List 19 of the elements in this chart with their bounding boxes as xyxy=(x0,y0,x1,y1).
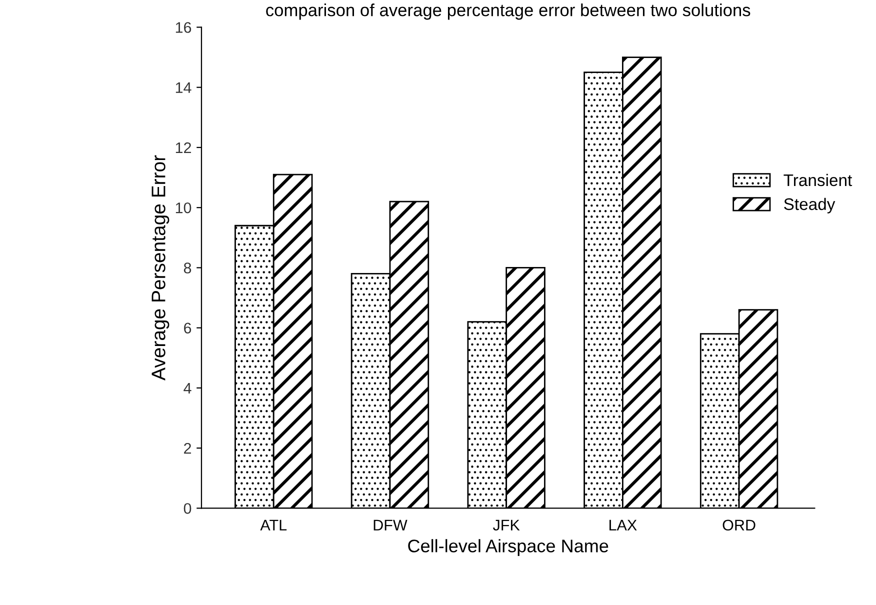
x-axis-title: Cell-level Airspace Name xyxy=(408,539,608,556)
x-tick-label: JFK xyxy=(492,520,520,531)
x-tick-label: ATL xyxy=(260,520,287,530)
legend-label: Transient xyxy=(784,174,852,186)
y-tick-label: 0 xyxy=(184,503,192,514)
y-tick-label: 14 xyxy=(176,82,192,93)
chart-title: comparison of average percentage error between two solutions xyxy=(266,4,750,20)
y-tick-label: 8 xyxy=(184,262,192,274)
y-axis-title: Average Persentage Error xyxy=(152,155,170,380)
legend-label: Steady xyxy=(784,198,836,214)
y-tick-label: 12 xyxy=(176,142,191,154)
y-tick-label: 16 xyxy=(176,22,192,33)
y-tick-label: 2 xyxy=(184,442,191,454)
x-tick-label: LAX xyxy=(610,520,637,530)
y-tick-label: 4 xyxy=(184,382,192,394)
y-tick-label: 6 xyxy=(184,322,192,334)
x-tick-label: DFW xyxy=(374,520,408,530)
y-tick-label: 10 xyxy=(176,202,192,214)
x-tick-label: ORD xyxy=(722,520,756,531)
